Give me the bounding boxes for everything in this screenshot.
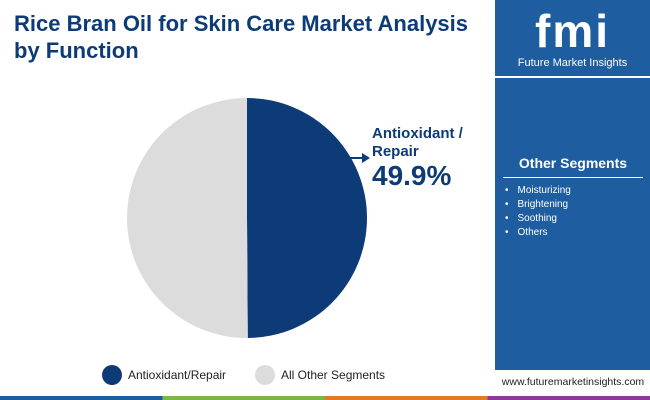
segment-item: Brightening (505, 198, 571, 212)
value-label: 49.9% (372, 160, 452, 191)
callout-label: Antioxidant / Repair (372, 125, 463, 160)
pie-slice (247, 98, 368, 338)
pie-slice (127, 98, 248, 338)
legend-swatch (255, 365, 275, 385)
separator (495, 76, 650, 78)
segment-item: Soothing (505, 212, 571, 226)
segment-item: Others (505, 226, 571, 240)
brand: Future Market Insights (517, 57, 628, 69)
chart-title: Rice Bran Oil for Skin Care Market Analy… (14, 11, 469, 63)
segments-heading: Other Segments (503, 155, 643, 178)
legend-swatch (102, 365, 122, 385)
bottom-strip (0, 396, 650, 400)
segments-list: MoisturizingBrighteningSoothingOthers (505, 184, 571, 240)
website: www.futuremarketinsights.com (501, 376, 645, 388)
logo: fmi (535, 5, 610, 57)
legend-label: Antioxidant/Repair (128, 368, 226, 382)
legend-label: All Other Segments (281, 368, 385, 382)
segment-item: Moisturizing (505, 184, 571, 198)
callout-arrow (362, 153, 370, 163)
